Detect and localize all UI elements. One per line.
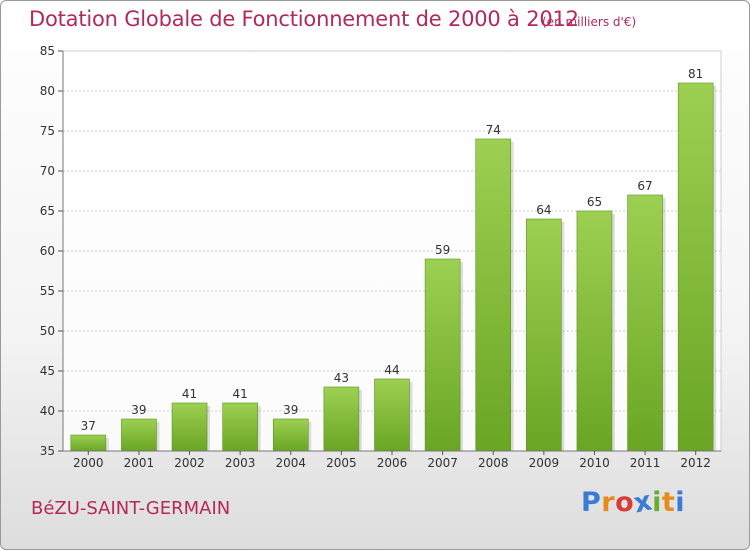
- bar: [627, 194, 663, 452]
- x-tick-label: 2003: [225, 456, 256, 470]
- logo-letter: o: [615, 487, 635, 518]
- bar: [424, 258, 461, 452]
- bar-value-label: 67: [637, 179, 652, 193]
- bar: [70, 434, 107, 452]
- bar: [171, 402, 208, 452]
- bar: [272, 418, 309, 452]
- bar-value-label: 74: [486, 123, 501, 137]
- y-tick-label: 40: [40, 404, 55, 418]
- bar: [323, 386, 360, 452]
- bar-value-label: 43: [334, 371, 349, 385]
- y-tick-label: 75: [40, 124, 55, 138]
- bar: [677, 82, 714, 452]
- x-tick-label: 2002: [174, 456, 205, 470]
- x-tick-label: 2012: [680, 456, 711, 470]
- logo-letter: r: [601, 487, 616, 518]
- bar: [576, 210, 613, 452]
- x-tick-label: 2008: [478, 456, 509, 470]
- commune-name: BéZU-SAINT-GERMAIN: [31, 498, 231, 519]
- y-tick-label: 45: [40, 364, 55, 378]
- x-tick-label: 2001: [124, 456, 155, 470]
- bar-value-label: 39: [131, 403, 146, 417]
- bar-value-label: 59: [435, 243, 450, 257]
- proxiti-logo: Proxiti: [581, 485, 686, 519]
- logo-letter: i: [652, 487, 662, 518]
- bar-value-label: 65: [587, 195, 602, 209]
- logo-letter: P: [581, 487, 602, 518]
- bars: 37 39 41 41 39 43 44 59 74 64 65 67 81: [70, 67, 717, 452]
- x-tick-label: 2000: [73, 456, 104, 470]
- logo-letter: i: [675, 487, 686, 518]
- bar: [526, 218, 562, 452]
- y-tick-label: 65: [40, 204, 55, 218]
- bar-value-label: 37: [81, 419, 96, 433]
- bar-value-label: 44: [384, 363, 399, 377]
- x-tick-label: 2009: [529, 456, 560, 470]
- x-tick-label: 2007: [427, 456, 458, 470]
- x-tick-label: 2004: [275, 456, 306, 470]
- y-tick-label: 60: [40, 244, 55, 258]
- y-tick-label: 50: [40, 324, 55, 338]
- x-tick-label: 2010: [579, 456, 610, 470]
- chart-subtitle: (en milliers d'€): [542, 15, 637, 29]
- bar-value-label: 64: [536, 203, 551, 217]
- bar-value-label: 41: [233, 387, 248, 401]
- bar-value-label: 81: [688, 67, 703, 81]
- x-tick-label: 2005: [326, 456, 357, 470]
- bar: [475, 138, 512, 452]
- bar: [121, 418, 157, 452]
- y-tick-label: 85: [40, 44, 55, 58]
- logo-letter: t: [661, 487, 676, 518]
- bar: [374, 378, 410, 452]
- x-tick-label: 2006: [377, 456, 408, 470]
- bar-value-label: 39: [283, 403, 298, 417]
- chart-title: Dotation Globale de Fonctionnement de 20…: [29, 7, 579, 31]
- x-tick-label: 2011: [630, 456, 661, 470]
- bar: [222, 402, 258, 452]
- y-tick-label: 35: [40, 444, 55, 458]
- bar-value-label: 41: [182, 387, 197, 401]
- y-tick-label: 55: [40, 284, 55, 298]
- y-tick-label: 80: [40, 84, 55, 98]
- y-tick-label: 70: [40, 164, 55, 178]
- axes: 35 40 45 50 55 60 65 70 75 80 85 2000 2001 2002 2003 20…: [40, 44, 721, 470]
